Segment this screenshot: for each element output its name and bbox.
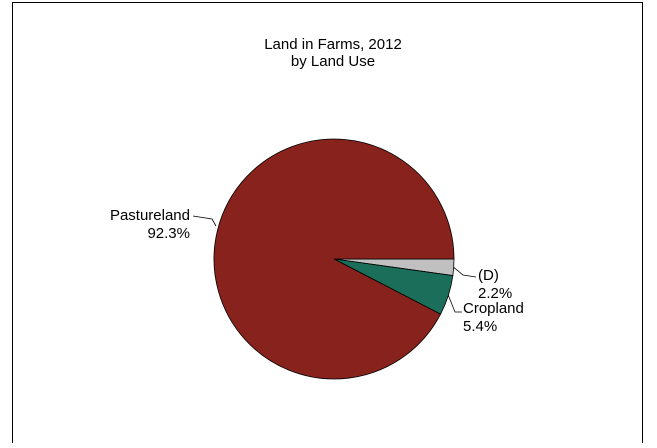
slice-label-d: (D): [478, 267, 499, 284]
pie-slice-pastureland: [213, 138, 455, 380]
slice-value-pastureland: 92.3%: [147, 225, 190, 242]
leader-line-d: [453, 266, 477, 278]
leader-line-pastureland: [192, 215, 217, 227]
leader-lines: [192, 215, 477, 313]
slice-value-d: 2.2%: [478, 285, 512, 302]
chart-subtitle: by Land Use: [291, 53, 375, 70]
leader-line-cropland: [447, 295, 462, 313]
pie-slices: [213, 138, 455, 380]
slice-label-pastureland: Pastureland: [110, 207, 190, 224]
slice-value-cropland: 5.4%: [463, 318, 497, 335]
chart-title: Land in Farms, 2012: [264, 36, 402, 53]
slice-label-cropland: Cropland: [463, 300, 524, 317]
